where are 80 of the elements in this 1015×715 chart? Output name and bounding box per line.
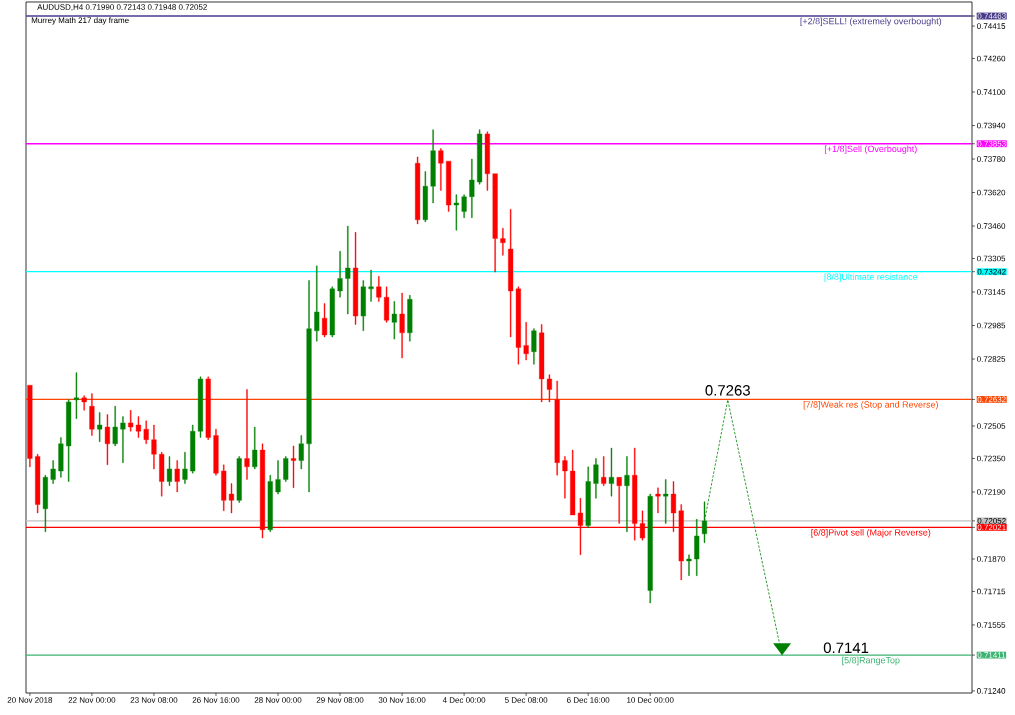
- candlestick: [314, 265, 320, 342]
- candlestick: [58, 437, 64, 478]
- candlestick: [298, 435, 304, 470]
- candlestick: [601, 456, 607, 486]
- candlestick: [213, 428, 219, 476]
- candlestick: [616, 477, 622, 524]
- candlestick: [360, 280, 366, 331]
- candlestick: [453, 194, 459, 231]
- candlestick: [337, 250, 343, 298]
- candlestick: [500, 227, 506, 256]
- candlestick: [174, 460, 180, 493]
- candlestick: [50, 460, 56, 484]
- candlestick: [291, 445, 297, 488]
- ref-line-label: [8/8]Ultimate resistance: [824, 273, 918, 282]
- candlestick: [275, 460, 281, 495]
- candlestick: [422, 171, 428, 223]
- candlestick: [283, 456, 289, 482]
- candlestick: [430, 129, 436, 204]
- candlestick: [484, 131, 490, 191]
- ref-line-label: [5/8]RangeTop: [842, 656, 900, 666]
- candlestick: [205, 376, 211, 440]
- candlestick: [236, 456, 242, 503]
- candlestick: [399, 292, 405, 359]
- candlestick: [384, 286, 390, 323]
- candlestick: [27, 384, 33, 468]
- candlestick: [182, 452, 188, 484]
- ref-line-label: [7/8]Weak res (Stop and Reverse): [803, 401, 938, 410]
- candlestick: [329, 286, 335, 338]
- candlestick: [694, 519, 700, 576]
- candlestick: [35, 454, 41, 514]
- candlestick: [624, 456, 630, 532]
- candlestick: [407, 294, 413, 342]
- candlestick: [89, 393, 95, 436]
- candlestick: [228, 483, 235, 514]
- candlestick: [66, 399, 72, 482]
- candlestick: [647, 493, 653, 604]
- candlestick: [221, 464, 227, 512]
- candlestick: [469, 158, 475, 218]
- candlestick: [159, 452, 165, 497]
- candlestick: [523, 322, 529, 361]
- candlestick: [267, 475, 273, 532]
- candlestick: [438, 148, 444, 191]
- candlestick: [97, 412, 103, 442]
- candlestick: [562, 456, 568, 499]
- candlestick: [376, 276, 382, 302]
- candlestick: [593, 458, 599, 499]
- candlestick: [322, 303, 328, 338]
- candlestick: [585, 466, 591, 528]
- candlestick: [143, 420, 149, 445]
- candlestick: [120, 416, 126, 463]
- candlestick: [244, 389, 250, 480]
- candlestick: [655, 487, 661, 514]
- candlestick: [492, 173, 498, 273]
- candlestick: [306, 280, 312, 493]
- candlestick: [151, 424, 157, 470]
- candlestick: [554, 380, 560, 476]
- annotation: 0.7141: [823, 642, 869, 654]
- candlestick: [391, 301, 397, 340]
- candlestick: [461, 194, 467, 218]
- candlestick: [531, 328, 537, 365]
- candlestick: [73, 372, 79, 419]
- candlestick: [104, 414, 110, 465]
- ref-line-label: [+2/8]SELL! (extremely overbought): [800, 17, 942, 27]
- candlestick: [252, 426, 258, 470]
- candlestick: [81, 395, 87, 411]
- candlestick: [345, 225, 351, 315]
- candlestick: [353, 232, 359, 325]
- candlestick: [663, 479, 669, 524]
- candlestick: [477, 129, 483, 185]
- annotation: 0.7263: [705, 385, 750, 396]
- candlestick: [368, 269, 374, 302]
- candlestick: [608, 447, 614, 497]
- candlestick: [415, 156, 421, 225]
- ref-line-label: [6/8]Pivot sell (Major Reverse): [811, 529, 931, 538]
- candlestick: [112, 405, 118, 447]
- candlestick: [166, 456, 172, 486]
- candlestick: [42, 475, 48, 532]
- ref-line-label: [+1/8]Sell (Overbought): [824, 145, 917, 154]
- candlestick: [446, 160, 452, 212]
- candlestick: [686, 554, 692, 576]
